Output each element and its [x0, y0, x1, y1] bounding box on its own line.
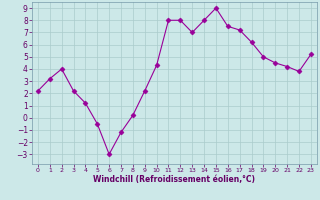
X-axis label: Windchill (Refroidissement éolien,°C): Windchill (Refroidissement éolien,°C) — [93, 175, 255, 184]
